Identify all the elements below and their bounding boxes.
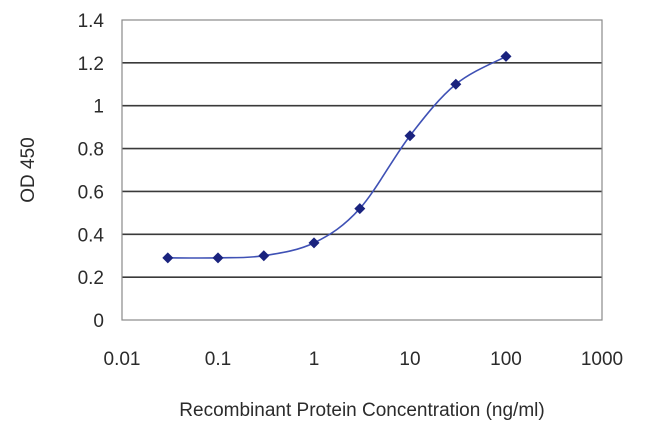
x-tick-label: 0.1: [205, 349, 231, 370]
data-point: [500, 50, 512, 62]
y-tick-label: 0: [93, 311, 104, 332]
y-tick-labels: 0 0.2 0.4 0.6 0.8 1 1.2 1.4: [78, 11, 105, 332]
y-tick-label: 0.2: [78, 268, 104, 289]
data-point: [450, 78, 462, 90]
data-point: [258, 250, 270, 262]
y-tick-label: 0.6: [78, 182, 104, 203]
x-tick-labels: 0.01 0.1 1 10 100 1000: [104, 349, 624, 370]
y-axis-title: OD 450: [18, 137, 39, 202]
plot-area: [122, 20, 602, 320]
data-point: [404, 130, 416, 142]
y-tick-label: 1.4: [78, 11, 105, 32]
plot-frame: [121, 19, 603, 321]
x-tick-label: 1: [309, 349, 320, 370]
data-point: [354, 203, 366, 215]
y-tick-label: 1.2: [78, 54, 104, 75]
x-tick-label: 10: [399, 349, 420, 370]
data-points: [162, 50, 512, 264]
grid-lines: [122, 62, 602, 278]
x-tick-label: 0.01: [104, 349, 141, 370]
x-tick-label: 1000: [581, 349, 623, 370]
fit-curve: [167, 55, 507, 259]
y-tick-label: 0.4: [78, 225, 105, 246]
x-tick-label: 100: [490, 349, 522, 370]
y-tick-label: 0.8: [78, 140, 104, 161]
y-tick-label: 1: [93, 97, 104, 118]
data-point: [162, 252, 174, 264]
data-point: [212, 252, 224, 264]
data-point: [308, 237, 320, 249]
x-axis-title: Recombinant Protein Concentration (ng/ml…: [179, 400, 544, 421]
